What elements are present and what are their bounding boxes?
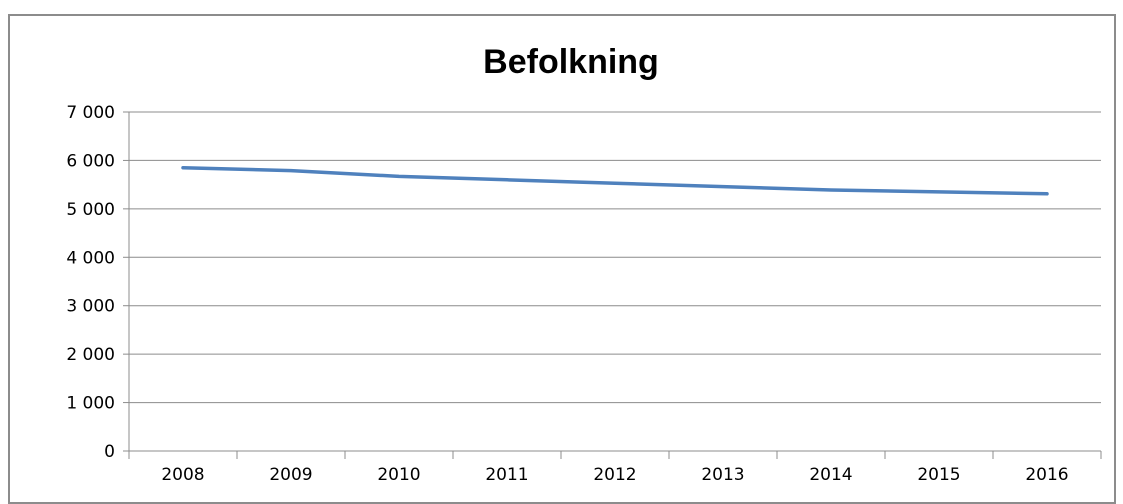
chart-title: Befolkning [483, 43, 659, 81]
x-tick-label: 2016 [1025, 465, 1068, 485]
x-tick-label: 2015 [917, 465, 960, 485]
y-tick-label: 5 000 [66, 200, 115, 220]
series-layer [181, 165, 1049, 196]
x-tick-label: 2012 [593, 465, 636, 485]
y-tick-label: 1 000 [66, 394, 115, 414]
x-tick-label: 2013 [701, 465, 744, 485]
y-tick-label: 4 000 [66, 248, 115, 268]
y-tick-label: 0 [104, 442, 115, 462]
chart-frame [8, 14, 1116, 504]
x-tick-label: 2014 [809, 465, 852, 485]
y-tick-label: 3 000 [66, 297, 115, 317]
x-tick-label: 2008 [161, 465, 204, 485]
x-tick-label: 2009 [269, 465, 312, 485]
axes [123, 111, 1102, 459]
y-tick-label: 2 000 [66, 345, 115, 365]
y-tick-label: 6 000 [66, 151, 115, 171]
x-axis-tick-labels: 2008 2009 2010 2011 2012 2013 2014 2015 2016 [161, 465, 1068, 485]
x-tick-label: 2011 [485, 465, 528, 485]
y-axis-tick-labels: 0 1 000 2 000 3 000 4 000 5 000 6 000 7 000 [66, 103, 115, 462]
series-line [181, 165, 1049, 196]
gridlines [129, 111, 1101, 404]
x-tick-label: 2010 [377, 465, 420, 485]
y-tick-label: 7 000 [66, 103, 115, 123]
